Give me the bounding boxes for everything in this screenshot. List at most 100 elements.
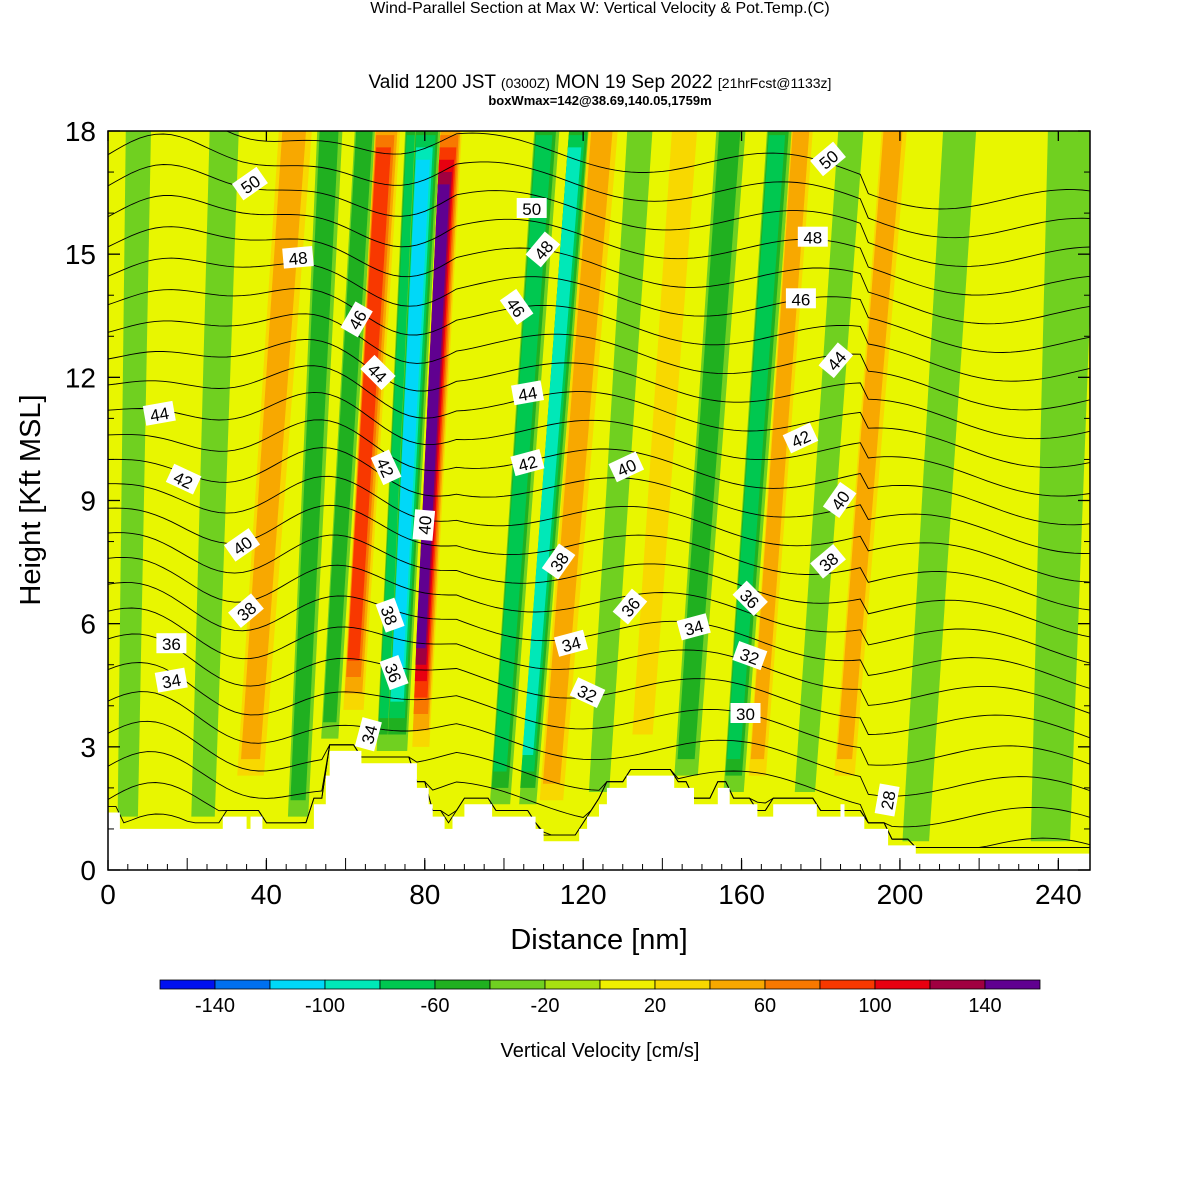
x-tick-label: 120: [560, 879, 607, 910]
copyright-mark: (C): [807, 0, 830, 17]
colorbar: -140 -100 -60 -20 20 60 100 140: [159, 979, 1041, 1017]
colorbar-swatch: [489, 979, 546, 990]
chart-title: Wind-Parallel Section at Max W: Vertical…: [0, 0, 1200, 18]
contour-label-text: 28: [878, 789, 900, 811]
contour-label-box: [354, 717, 382, 752]
vertical-velocity-field: [108, 131, 1090, 870]
contour-label-text: 48: [288, 249, 309, 270]
colorbar-tick-label: -60: [421, 995, 450, 1017]
contour-label-box: [569, 677, 606, 708]
colorbar-swatch: [159, 979, 216, 990]
valid-time-line: Valid 1200 JST (0300Z) MON 19 Sep 2022 […: [0, 72, 1200, 94]
x-tick-label: 200: [877, 879, 924, 910]
y-tick-label: 15: [65, 239, 96, 270]
downdraft-band: [902, 131, 977, 842]
downdraft-band: [1030, 131, 1090, 842]
theta-contour-line: [108, 662, 1090, 766]
contour-label-box: [142, 400, 176, 426]
contour-label: 42: [165, 463, 202, 495]
contour-label-text: 48: [803, 229, 822, 248]
theta-contour-line: [108, 582, 1090, 689]
contour-label-text: 44: [517, 383, 539, 405]
potential-temperature-contours: [108, 131, 1090, 848]
colorbar-swatch: [874, 979, 931, 990]
colorbar-tick-label: -140: [195, 995, 235, 1017]
contour-label: 42: [510, 448, 545, 477]
colorbar-swatch: [434, 979, 491, 990]
downdraft-band: [117, 131, 151, 817]
theta-contour-line: [108, 338, 1090, 440]
colorbar-label: Vertical Velocity [cm/s]: [501, 1040, 700, 1062]
theta-contour-line: [108, 419, 1090, 526]
contour-label-box: [165, 463, 202, 495]
contour-label-box: [282, 246, 314, 269]
contour-label-text: 50: [522, 200, 541, 219]
valid-prefix: Valid 1200 JST: [368, 72, 496, 93]
downdraft-band: [794, 131, 864, 792]
contour-label: 46: [499, 288, 534, 325]
colorbar-tick-label: 20: [644, 995, 666, 1017]
contour-label-box: [782, 422, 819, 454]
theta-contour-line: [108, 532, 1090, 638]
contour-label-box: [732, 580, 768, 616]
contour-label-box: [511, 380, 545, 406]
colorbar-tick-label: 100: [858, 995, 891, 1017]
colorbar-swatch: [544, 979, 601, 990]
theta-contour-line: [108, 691, 1090, 797]
theta-contour-line: [108, 365, 1090, 468]
forecast-info: [21hrFcst@1133z]: [717, 75, 832, 91]
contour-label-box: [553, 629, 589, 657]
x-tick-label: 160: [718, 879, 765, 910]
y-tick-label: 0: [80, 855, 96, 886]
y-tick-label: 9: [80, 486, 96, 517]
y-axis-label: Height [Kft MSL]: [15, 394, 47, 605]
contour-label-text: 46: [791, 290, 810, 309]
contour-label-text: 40: [415, 515, 436, 536]
contour-label: 46: [785, 288, 816, 309]
contour-label: 40: [822, 481, 857, 518]
contour-label-box: [516, 198, 547, 218]
contour-label: 34: [354, 717, 382, 752]
theta-contour-line: [108, 313, 1090, 411]
theta-contour-line: [108, 133, 1090, 239]
downdraft-band: [522, 147, 582, 756]
theta-contour-line: [108, 720, 1090, 828]
contour-label-box: [510, 448, 545, 477]
colorbar-swatch: [654, 979, 711, 990]
colorbar-swatch: [269, 979, 326, 990]
x-tick-label: 0: [100, 879, 116, 910]
contour-label-box: [810, 141, 846, 177]
y-tick-label: 3: [80, 732, 96, 763]
theta-contour-line: [108, 391, 1090, 497]
colorbar-tick-label: 140: [968, 995, 1001, 1017]
colorbar-tick-label: -100: [305, 995, 345, 1017]
contour-label: 28: [874, 783, 900, 817]
contour-label-box: [370, 449, 402, 486]
contour-label-box: [228, 593, 264, 628]
contour-label-text: 42: [516, 452, 539, 475]
colorbar-swatch: [709, 979, 766, 990]
contour-label-box: [612, 588, 648, 625]
y-tick-label: 6: [80, 609, 96, 640]
y-tick-label: 18: [65, 116, 96, 147]
contour-label-text: 34: [560, 633, 583, 656]
contour-label-box: [375, 597, 405, 633]
contour-label-box: [224, 528, 261, 562]
y-tick-label: 12: [65, 362, 96, 393]
contour-label: 44: [142, 400, 176, 426]
contour-label-box: [874, 783, 900, 817]
contour-label-text: 44: [149, 404, 171, 426]
contour-label-box: [154, 667, 188, 693]
colorbar-swatch: [819, 979, 876, 990]
contour-label-text: 34: [683, 617, 706, 640]
contour-label-text: 36: [162, 635, 181, 654]
updraft-band: [542, 131, 613, 784]
contour-label-box: [608, 451, 645, 483]
contour-label-box: [340, 301, 373, 338]
updraft-band: [347, 147, 391, 661]
theta-contour-line: [108, 195, 1090, 296]
theta-contour-line: [108, 556, 1090, 664]
valid-utc: (0300Z): [500, 75, 550, 91]
